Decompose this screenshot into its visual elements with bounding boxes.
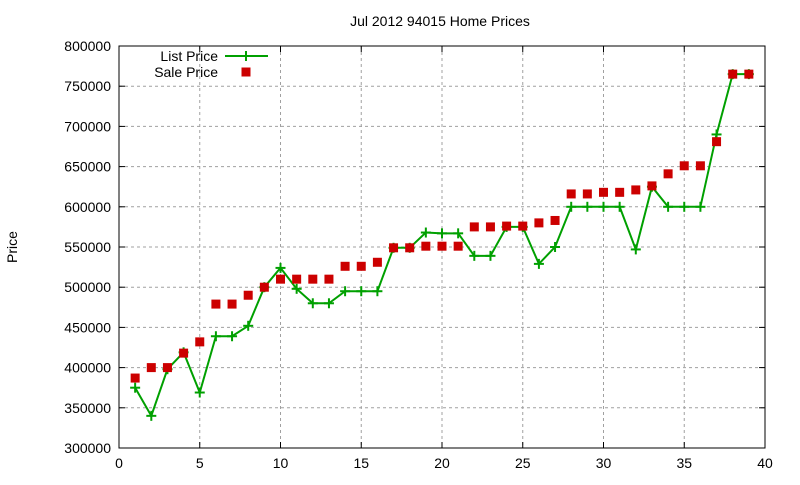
x-tick-label: 30 — [596, 455, 612, 471]
list-price-point — [356, 286, 367, 297]
x-tick-label: 15 — [353, 455, 369, 471]
x-tick-label: 5 — [196, 455, 204, 471]
y-tick-label: 700000 — [64, 118, 111, 134]
sale-price-point — [631, 185, 641, 195]
sale-price-point — [421, 241, 431, 251]
legend-marker-sale-price — [241, 67, 251, 77]
sale-price-point — [130, 373, 140, 383]
list-price-point — [469, 250, 480, 261]
list-price-point — [420, 227, 431, 238]
sale-price-point — [276, 274, 285, 284]
sale-price-point — [405, 243, 415, 253]
sale-price-point — [227, 299, 237, 309]
y-axis-label: Price — [4, 231, 20, 263]
list-price-point — [243, 320, 254, 331]
sale-price-point — [243, 290, 253, 300]
list-price-point — [194, 387, 205, 398]
sale-price-point — [518, 221, 528, 231]
list-price-point — [275, 262, 286, 273]
sale-price-point — [502, 221, 512, 231]
sale-price-point — [534, 218, 544, 228]
sale-price-point — [389, 243, 399, 253]
list-price-point — [614, 201, 625, 212]
sale-price-point — [582, 189, 592, 199]
sale-price-point — [744, 69, 754, 79]
list-price-point — [630, 244, 641, 255]
sale-price-point — [566, 189, 576, 199]
list-price-point — [130, 382, 141, 393]
x-tick-label: 20 — [434, 455, 450, 471]
list-price-point — [679, 201, 690, 212]
list-price-point — [372, 286, 383, 297]
sale-price-point — [550, 215, 560, 225]
list-price-point — [146, 410, 157, 421]
y-tick-label: 400000 — [64, 360, 111, 376]
x-tick-label: 40 — [757, 455, 773, 471]
y-tick-label: 500000 — [64, 279, 111, 295]
x-tick-label: 0 — [115, 455, 123, 471]
sale-price-point — [146, 363, 156, 373]
list-price-point — [291, 283, 302, 294]
sale-price-point — [485, 222, 495, 232]
y-tick-label: 800000 — [64, 38, 111, 54]
list-price-point — [485, 250, 496, 261]
list-price-point — [453, 228, 464, 239]
list-price-point — [340, 286, 351, 297]
list-price-point — [550, 242, 561, 252]
sale-price-point — [340, 261, 350, 271]
sale-price-point — [372, 257, 382, 267]
sale-price-point — [712, 137, 722, 147]
sale-price-point — [679, 161, 689, 171]
sale-price-point — [211, 299, 221, 309]
sale-price-point — [162, 363, 172, 373]
sale-price-point — [453, 241, 463, 251]
list-price-point — [598, 201, 609, 212]
sale-price-point — [195, 337, 205, 347]
list-price-point — [437, 228, 447, 239]
y-tick-label: 650000 — [64, 159, 111, 175]
sale-price-point — [615, 187, 625, 197]
x-tick-label: 25 — [515, 455, 531, 471]
y-tick-label: 350000 — [64, 400, 111, 416]
plot-frame — [118, 45, 766, 449]
sale-price-point — [292, 274, 302, 284]
legend: List Price Sale Price — [154, 48, 268, 80]
sale-price-point — [356, 261, 366, 271]
chart-title: Jul 2012 94015 Home Prices — [350, 13, 530, 29]
list-price-point — [582, 201, 593, 212]
list-price-point — [323, 298, 334, 309]
list-price-point — [566, 201, 577, 212]
y-tick-label: 750000 — [64, 78, 111, 94]
list-price-point — [227, 331, 238, 342]
sale-price-point — [308, 274, 318, 284]
y-tick-label: 450000 — [64, 319, 111, 335]
legend-label-list-price: List Price — [160, 48, 218, 64]
sale-price-point — [259, 282, 269, 292]
list-price-point — [307, 298, 318, 309]
sale-price-point — [647, 181, 657, 191]
legend-marker-list-price — [241, 51, 251, 61]
x-tick-label: 10 — [273, 455, 289, 471]
list-price-point — [663, 201, 674, 212]
sale-price-point — [663, 169, 673, 179]
list-price-point — [533, 258, 544, 269]
y-tick-label: 300000 — [64, 440, 111, 456]
sale-price-point — [324, 274, 334, 284]
y-tick-label: 600000 — [64, 199, 111, 215]
sale-price-point — [728, 69, 738, 79]
series-layer — [130, 69, 754, 421]
axis-ticks: 0 5 10 15 20 25 30 35 40 300000 350000 400000 450000… — [64, 38, 773, 471]
y-tick-label: 550000 — [64, 239, 111, 255]
sale-price-point — [695, 161, 705, 171]
list-price-point — [695, 201, 706, 212]
sale-price-point — [179, 348, 189, 358]
x-tick-label: 35 — [676, 455, 692, 471]
sale-price-point — [469, 222, 479, 232]
sale-price-point — [437, 241, 447, 251]
list-price-point — [210, 331, 221, 342]
sale-price-point — [599, 187, 608, 197]
legend-label-sale-price: Sale Price — [154, 64, 218, 80]
